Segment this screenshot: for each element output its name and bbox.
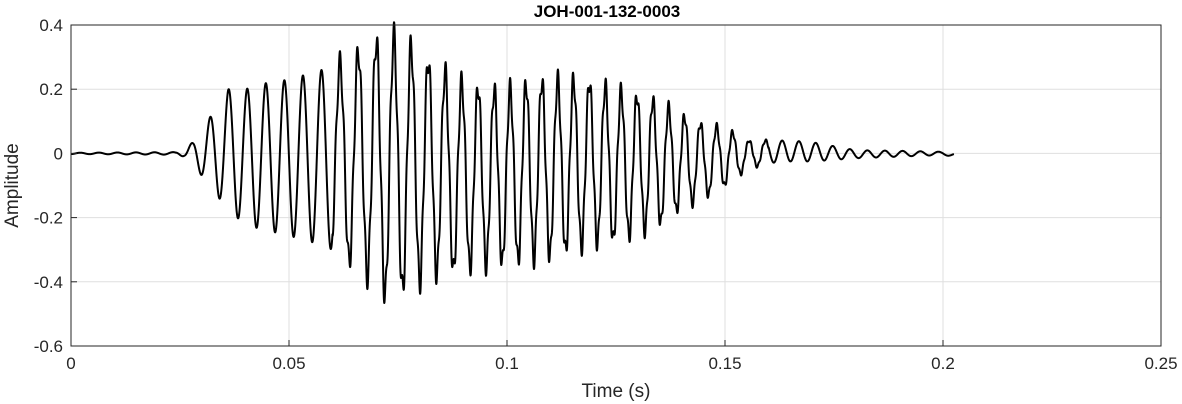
x-tick-label: 0 — [66, 354, 75, 373]
plot-frame — [70, 24, 1162, 347]
waveform-line — [70, 21, 955, 305]
x-tick-label: 0.15 — [708, 354, 741, 373]
y-axis: -0.6 -0.4 -0.2 0 0.2 0.4 — [34, 16, 77, 356]
x-tick-label: 0.05 — [272, 354, 305, 373]
y-tick-label: -0.2 — [34, 209, 63, 228]
y-tick-label: -0.4 — [34, 273, 63, 292]
x-axis-label: Time (s) — [582, 381, 651, 402]
x-axis: 0 0.05 0.1 0.15 0.2 0.25 — [66, 340, 1178, 373]
y-axis-label: Amplitude — [2, 143, 23, 228]
y-tick-label: 0.4 — [39, 16, 63, 35]
chart-title: JOH-001-132-0003 — [534, 2, 680, 21]
x-tick-label: 0.1 — [495, 354, 519, 373]
x-tick-label: 0.25 — [1144, 354, 1177, 373]
y-tick-label: 0.2 — [39, 80, 63, 99]
y-tick-label: 0 — [54, 144, 63, 163]
y-tick-label: -0.6 — [34, 337, 63, 356]
x-tick-label: 0.2 — [931, 354, 955, 373]
